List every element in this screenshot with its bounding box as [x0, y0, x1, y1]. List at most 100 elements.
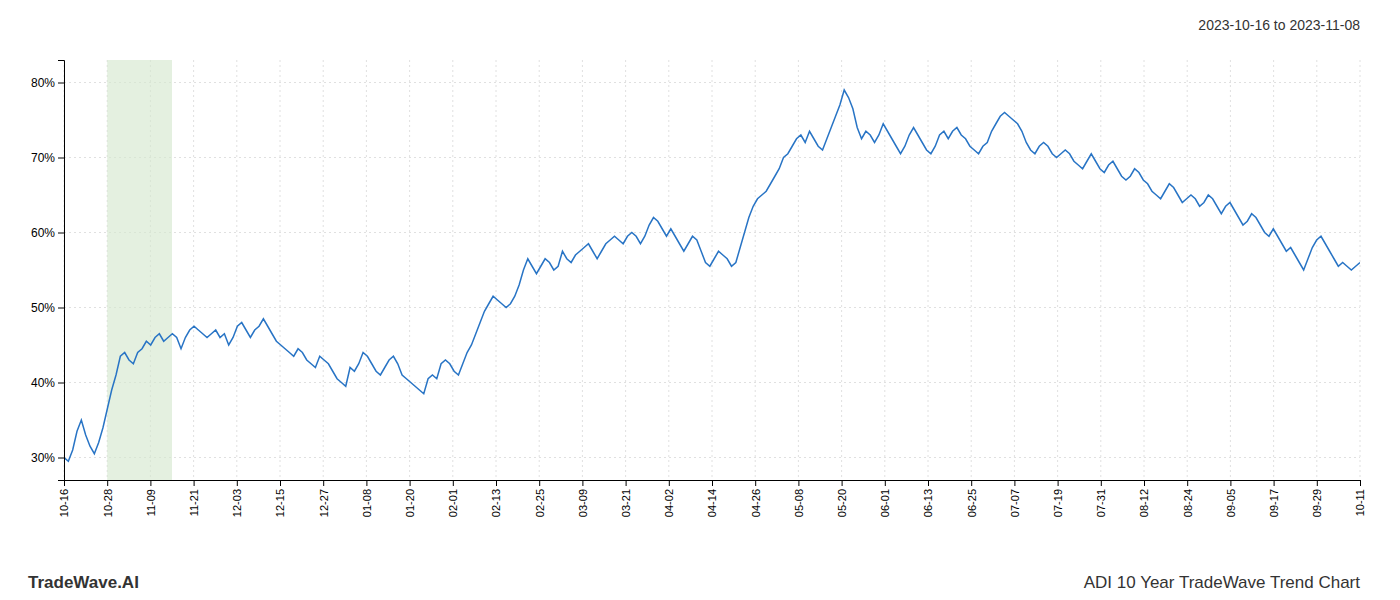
y-tick-mark — [58, 233, 64, 234]
x-tick-mark — [1144, 480, 1145, 486]
x-tick: 02-01 — [447, 480, 459, 517]
x-tick-label: 06-25 — [966, 489, 978, 517]
x-tick: 09-29 — [1311, 480, 1323, 517]
grid-line-x — [755, 60, 756, 480]
x-tick-mark — [1187, 480, 1188, 486]
x-tick: 05-20 — [836, 480, 848, 517]
x-tick: 09-05 — [1225, 480, 1237, 517]
x-tick-mark — [323, 480, 324, 486]
grid-line-x — [884, 60, 885, 480]
grid-line-x — [798, 60, 799, 480]
x-axis: 10-1610-2811-0911-2112-0312-1512-2701-08… — [58, 480, 1366, 517]
x-tick-label: 12-15 — [274, 489, 286, 517]
x-tick: 07-31 — [1095, 480, 1107, 517]
x-tick-mark — [194, 480, 195, 486]
shaded-span — [107, 60, 172, 480]
x-tick-label: 10-16 — [58, 489, 70, 517]
x-tick-label: 07-07 — [1009, 489, 1021, 517]
x-tick-label: 08-12 — [1138, 489, 1150, 517]
y-tick-label: 40% — [31, 376, 55, 390]
data-layer — [64, 60, 1360, 480]
grid-line-y — [64, 307, 1360, 308]
x-tick: 04-14 — [706, 480, 718, 517]
y-tick-label: 50% — [31, 301, 55, 315]
y-axis-line — [58, 61, 65, 481]
grid-line-x — [1014, 60, 1015, 480]
grid-line-x — [1057, 60, 1058, 480]
grid-line-x — [1100, 60, 1101, 480]
grid-line-x — [409, 60, 410, 480]
y-tick-label: 60% — [31, 226, 55, 240]
y-tick-mark — [58, 308, 64, 309]
x-tick-label: 02-13 — [490, 489, 502, 517]
x-tick-mark — [280, 480, 281, 486]
y-tick: 80% — [31, 76, 64, 90]
x-tick: 01-08 — [361, 480, 373, 517]
x-tick-label: 03-09 — [577, 489, 589, 517]
x-tick: 01-20 — [404, 480, 416, 517]
x-tick: 07-19 — [1052, 480, 1064, 517]
x-tick: 02-25 — [534, 480, 546, 517]
y-tick-label: 30% — [31, 451, 55, 465]
grid-line-x — [452, 60, 453, 480]
x-tick-label: 11-09 — [145, 489, 157, 516]
x-tick-label: 11-21 — [188, 489, 200, 516]
grid-line-y — [64, 382, 1360, 383]
x-tick-label: 12-03 — [231, 489, 243, 517]
x-tick-label: 07-31 — [1095, 489, 1107, 517]
x-tick-mark — [1058, 480, 1059, 486]
grid-line-y — [64, 232, 1360, 233]
x-tick-mark — [582, 480, 583, 486]
x-tick-mark — [798, 480, 799, 486]
grid-line-x — [366, 60, 367, 480]
x-tick-mark — [1101, 480, 1102, 486]
x-tick: 04-26 — [750, 480, 762, 517]
x-tick-label: 12-27 — [318, 489, 330, 517]
x-tick-label: 04-26 — [750, 489, 762, 517]
x-tick-label: 09-17 — [1268, 489, 1280, 517]
y-tick-mark — [58, 83, 64, 84]
x-tick-label: 10-11 — [1354, 489, 1366, 516]
x-tick-mark — [928, 480, 929, 486]
x-tick-label: 05-20 — [836, 489, 848, 517]
x-tick-mark — [1230, 480, 1231, 486]
grid-line-x — [323, 60, 324, 480]
x-tick-label: 02-01 — [447, 489, 459, 517]
x-tick-label: 08-24 — [1182, 489, 1194, 517]
grid-line-x — [625, 60, 626, 480]
x-tick: 10-16 — [58, 480, 70, 517]
x-tick-label: 06-01 — [879, 489, 891, 517]
subtitle: 2023-10-16 to 2023-11-08 — [1198, 17, 1360, 33]
x-tick-label: 01-20 — [404, 489, 416, 517]
x-tick-label: 05-08 — [793, 489, 805, 517]
x-tick-mark — [842, 480, 843, 486]
x-tick: 06-01 — [879, 480, 891, 517]
grid-line-x — [496, 60, 497, 480]
grid-line-x — [1273, 60, 1274, 480]
y-tick: 40% — [31, 376, 64, 390]
x-tick: 04-02 — [663, 480, 675, 517]
x-tick: 12-27 — [318, 480, 330, 517]
x-tick-mark — [626, 480, 627, 486]
y-tick: 70% — [31, 151, 64, 165]
grid-line-x — [712, 60, 713, 480]
x-tick: 05-08 — [793, 480, 805, 517]
grid-line-x — [1360, 60, 1361, 480]
grid-line-y — [64, 157, 1360, 158]
x-tick-mark — [712, 480, 713, 486]
y-tick: 30% — [31, 451, 64, 465]
x-tick: 06-13 — [922, 480, 934, 517]
x-tick-mark — [366, 480, 367, 486]
x-tick: 12-15 — [274, 480, 286, 517]
grid-line-x — [841, 60, 842, 480]
x-tick: 03-09 — [577, 480, 589, 517]
x-tick-mark — [971, 480, 972, 486]
x-tick-label: 01-08 — [361, 489, 373, 517]
x-tick: 03-21 — [620, 480, 632, 517]
x-tick-mark — [107, 480, 108, 486]
x-tick-mark — [539, 480, 540, 486]
x-tick-label: 04-02 — [663, 489, 675, 517]
annotation: TradeWave.AI — [28, 573, 139, 592]
x-tick-mark — [237, 480, 238, 486]
grid-line-x — [1316, 60, 1317, 480]
